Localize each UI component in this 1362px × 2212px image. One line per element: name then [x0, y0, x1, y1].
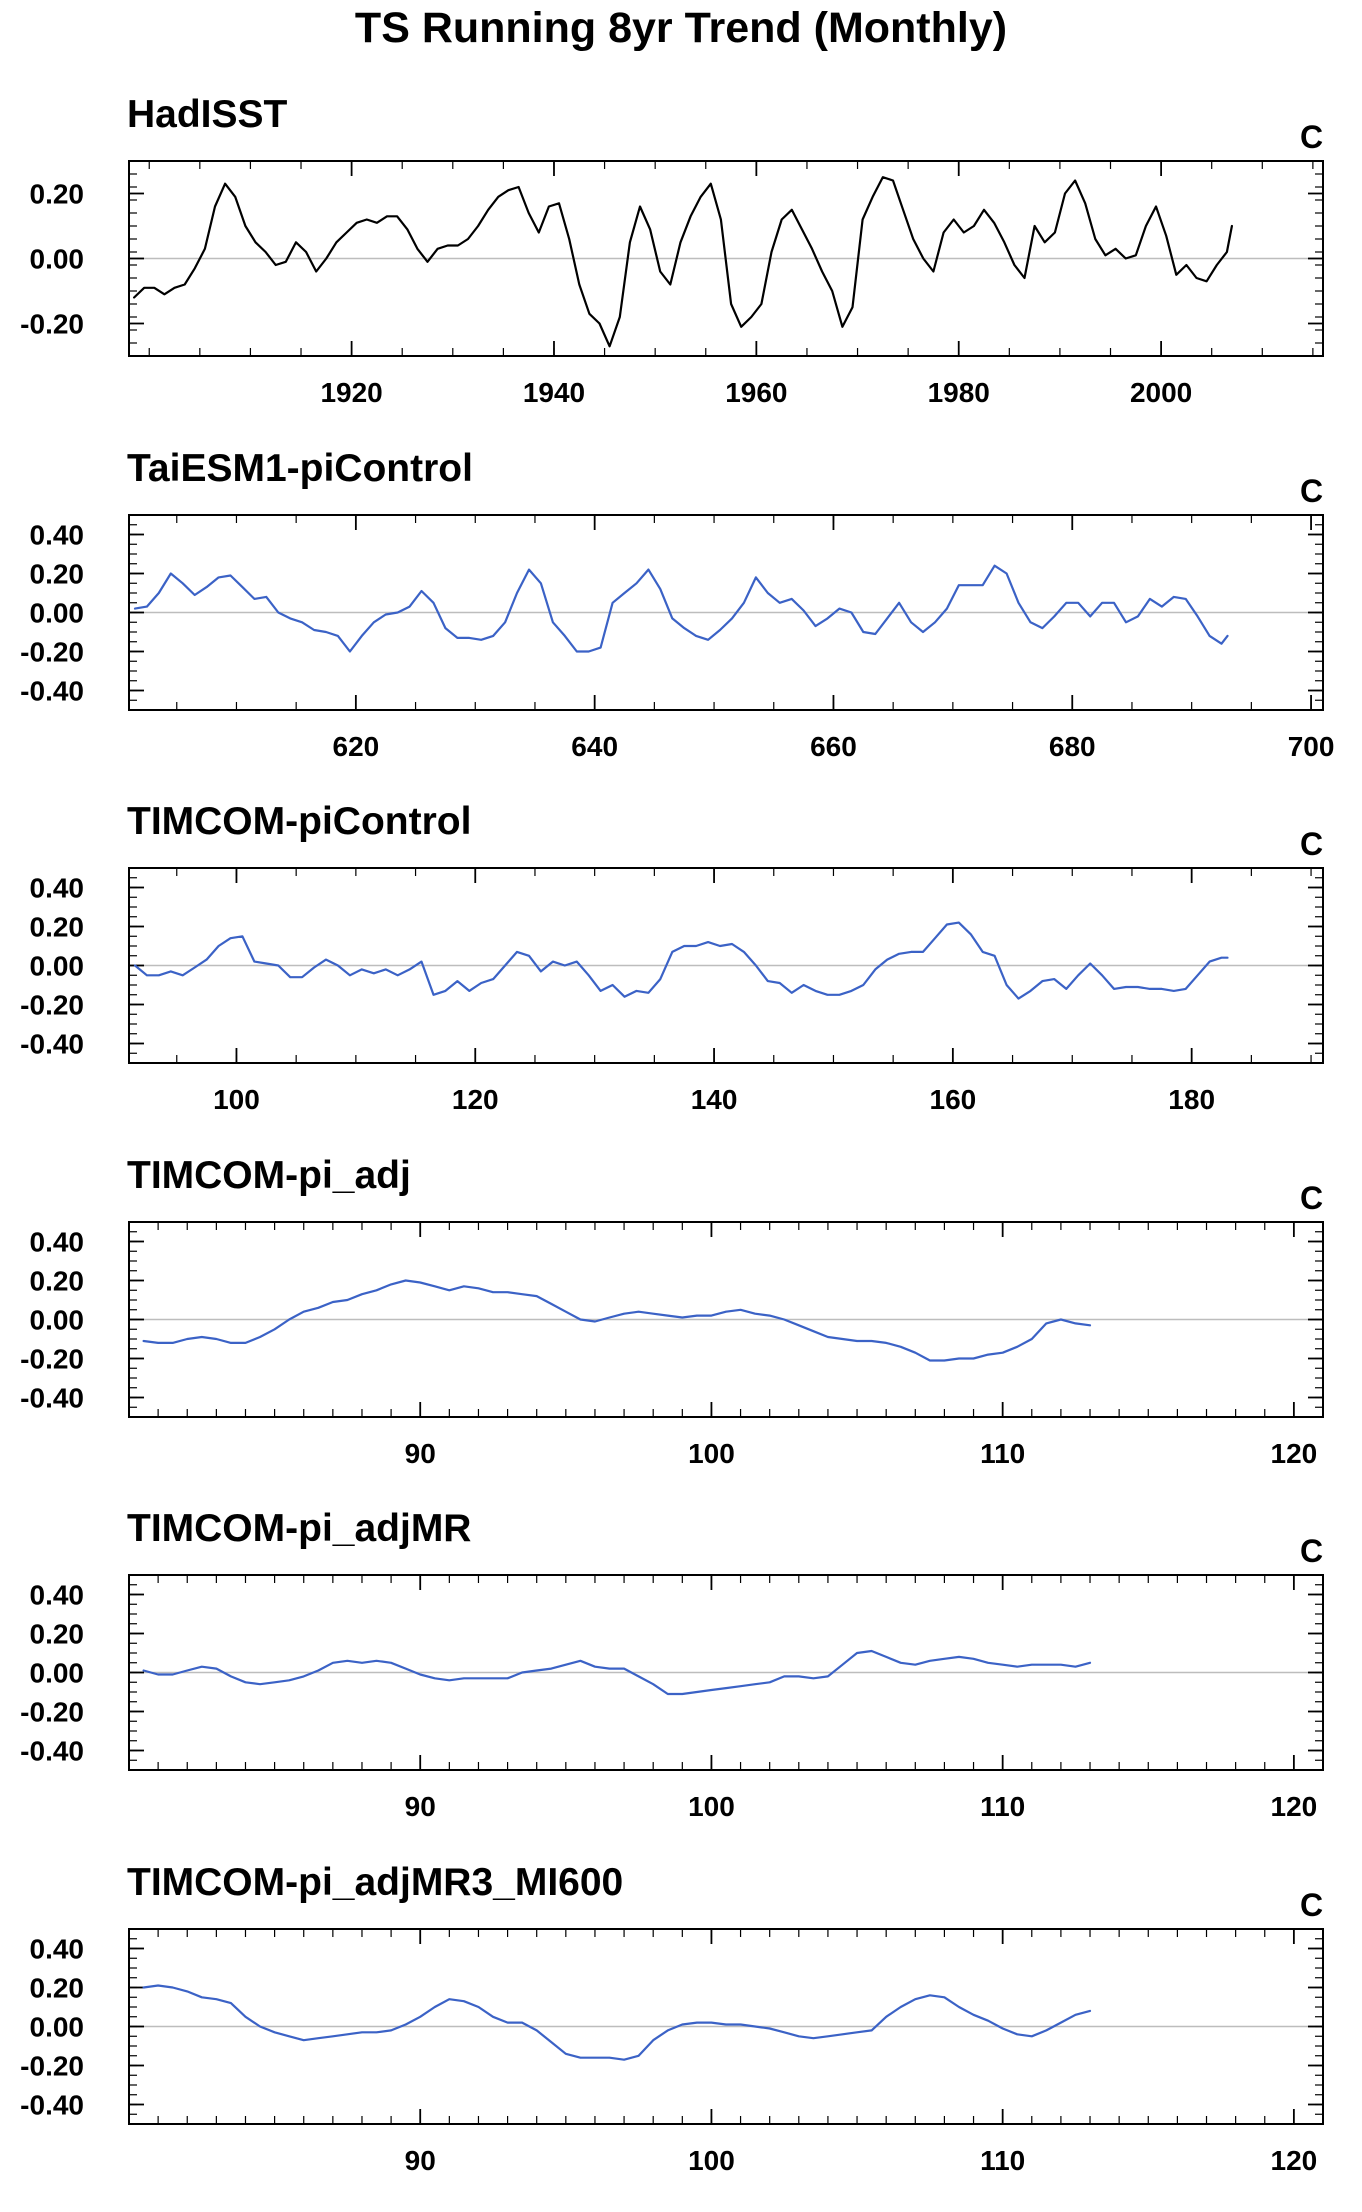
- chart-panel-hadisst: 1920 1940 1960 1980 2000 -0.20 0.00 0.20: [20, 160, 1324, 408]
- panel-unit: C: [1300, 1180, 1324, 1216]
- y-tick-label: -0.20: [20, 990, 84, 1021]
- y-tick-label: 0.20: [30, 1973, 85, 2004]
- chart-panel-timcom-picontrol: 100 120 140 160 180 -0.40 -0.20 0.00 0.20 0.40: [20, 867, 1324, 1115]
- panel-title: TaiESM1-piControl: [127, 447, 473, 490]
- series-line: [133, 176, 1234, 348]
- x-tick-label: 680: [1049, 731, 1096, 762]
- x-tick-label: 90: [405, 1791, 436, 1822]
- y-tick-label: -0.20: [20, 309, 84, 340]
- x-tick-label: 110: [980, 1438, 1025, 1469]
- x-tick-label: 1960: [725, 377, 787, 408]
- x-tick-label: 120: [452, 1084, 499, 1115]
- chart-panel-timcom-pi-adjmr: 90 100 110 120 -0.40 -0.20 0.00 0.20 0.40: [20, 1574, 1324, 1822]
- x-tick-label: 1940: [523, 377, 585, 408]
- panel-unit: C: [1300, 473, 1324, 509]
- x-tick-label: 120: [1271, 2145, 1318, 2176]
- page-title: TS Running 8yr Trend (Monthly): [354, 4, 1008, 52]
- x-tick-label: 1920: [320, 377, 382, 408]
- panel-unit: C: [1300, 1887, 1324, 1923]
- x-tick-label: 90: [405, 2145, 436, 2176]
- x-tick-label: 120: [1271, 1791, 1318, 1822]
- y-tick-label: 0.20: [30, 1619, 85, 1650]
- panel-title: TIMCOM-pi_adjMR3_MI600: [127, 1861, 624, 1904]
- y-tick-label: -0.20: [20, 1344, 84, 1375]
- x-tick-label: 700: [1288, 731, 1335, 762]
- x-tick-label: 1980: [928, 377, 990, 408]
- y-tick-label: -0.40: [20, 1029, 84, 1060]
- plot-frame: [128, 160, 1324, 357]
- chart-panel-timcom-pi-adjmr3-mi600: 90 100 110 120 -0.40 -0.20 0.00 0.20 0.40: [20, 1928, 1324, 2176]
- y-tick-label: 0.00: [30, 1305, 85, 1336]
- y-tick-label: 0.00: [30, 244, 85, 275]
- y-tick-label: 0.00: [30, 598, 85, 629]
- panel-unit: C: [1300, 826, 1324, 862]
- y-tick-label: 0.40: [30, 873, 85, 904]
- x-tick-label: 2000: [1130, 377, 1192, 408]
- plot-frame: [128, 514, 1324, 711]
- y-tick-label: -0.20: [20, 637, 84, 668]
- x-tick-label: 640: [571, 731, 618, 762]
- panel-title: HadISST: [127, 93, 288, 136]
- chart-panel-timcom-pi-adj: 90 100 110 120 -0.40 -0.20 0.00 0.20 0.40: [20, 1221, 1324, 1469]
- x-tick-label: 660: [810, 731, 857, 762]
- x-tick-label: 110: [980, 2145, 1025, 2176]
- panel-title: TIMCOM-pi_adjMR: [127, 1507, 472, 1550]
- plot-frame: [128, 1928, 1324, 2125]
- y-tick-label: -0.40: [20, 2090, 84, 2121]
- y-tick-label: 0.00: [30, 2012, 85, 2043]
- y-tick-label: 0.00: [30, 951, 85, 982]
- x-tick-label: 120: [1271, 1438, 1318, 1469]
- plot-frame: [128, 867, 1324, 1064]
- y-tick-label: -0.40: [20, 1736, 84, 1767]
- plot-frame: [128, 1574, 1324, 1771]
- x-tick-label: 140: [691, 1084, 738, 1115]
- series-line: [142, 1984, 1092, 2061]
- y-tick-label: 0.40: [30, 1227, 85, 1258]
- panel-unit: C: [1300, 119, 1324, 155]
- panel-title: TIMCOM-pi_adj: [127, 1154, 411, 1197]
- y-tick-label: -0.20: [20, 2051, 84, 2082]
- chart-panel-taiesm1: 620 640 660 680 700 -0.40 -0.20 0.00 0.20 0.40: [20, 514, 1335, 762]
- x-tick-label: 180: [1168, 1084, 1215, 1115]
- x-tick-label: 620: [333, 731, 380, 762]
- x-tick-label: 160: [930, 1084, 977, 1115]
- x-tick-label: 100: [688, 1438, 735, 1469]
- x-tick-label: 100: [213, 1084, 260, 1115]
- y-tick-label: 0.00: [30, 1658, 85, 1689]
- series-line: [133, 921, 1229, 1000]
- panel-title: TIMCOM-piControl: [127, 800, 472, 843]
- y-tick-label: 0.40: [30, 1580, 85, 1611]
- x-tick-label: 90: [405, 1438, 436, 1469]
- y-tick-label: -0.40: [20, 676, 84, 707]
- y-tick-label: 0.20: [30, 1266, 85, 1297]
- x-tick-label: 100: [688, 2145, 735, 2176]
- x-tick-label: 110: [980, 1791, 1025, 1822]
- y-tick-label: 0.20: [30, 912, 85, 943]
- series-line: [133, 564, 1229, 653]
- y-tick-label: 0.40: [30, 1934, 85, 1965]
- y-tick-label: 0.20: [30, 179, 85, 210]
- y-tick-label: -0.20: [20, 1697, 84, 1728]
- series-line: [142, 1649, 1092, 1696]
- y-tick-label: 0.40: [30, 520, 85, 551]
- y-tick-label: -0.40: [20, 1383, 84, 1414]
- panel-unit: C: [1300, 1533, 1324, 1569]
- plot-frame: [128, 1221, 1324, 1418]
- x-tick-label: 100: [688, 1791, 735, 1822]
- series-line: [142, 1279, 1092, 1362]
- y-tick-label: 0.20: [30, 559, 85, 590]
